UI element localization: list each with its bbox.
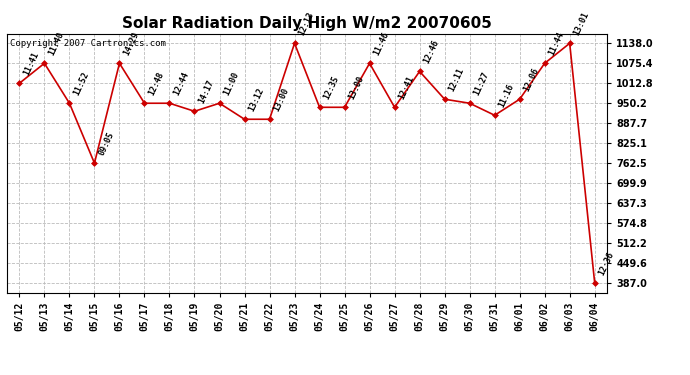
Text: 12:06: 12:06 (522, 66, 541, 93)
Text: 13:01: 13:01 (572, 10, 591, 37)
Text: 13:00: 13:00 (347, 74, 366, 101)
Text: 11:46: 11:46 (372, 30, 391, 57)
Text: 11:44: 11:44 (547, 30, 566, 57)
Text: 12:36: 12:36 (598, 250, 616, 276)
Text: 12:48: 12:48 (147, 70, 166, 97)
Text: 11:41: 11:41 (22, 50, 41, 77)
Text: 13:00: 13:00 (272, 86, 290, 113)
Title: Solar Radiation Daily High W/m2 20070605: Solar Radiation Daily High W/m2 20070605 (122, 16, 492, 31)
Text: 11:00: 11:00 (222, 70, 241, 97)
Text: 14:17: 14:17 (197, 78, 216, 105)
Text: 12:46: 12:46 (422, 39, 441, 65)
Text: 12:11: 12:11 (447, 66, 466, 93)
Text: 11:52: 11:52 (72, 70, 90, 97)
Text: 12:35: 12:35 (322, 74, 341, 101)
Text: 09:05: 09:05 (97, 130, 116, 157)
Text: 12:13: 12:13 (297, 10, 316, 37)
Text: 14:29: 14:29 (122, 30, 141, 57)
Text: Copyright 2007 Cartronics.com: Copyright 2007 Cartronics.com (10, 39, 166, 48)
Text: 11:27: 11:27 (472, 70, 491, 97)
Text: 12:44: 12:44 (172, 70, 190, 97)
Text: 11:40: 11:40 (47, 30, 66, 57)
Text: 12:41: 12:41 (397, 74, 416, 101)
Text: 13:12: 13:12 (247, 86, 266, 113)
Text: 11:16: 11:16 (497, 82, 516, 109)
